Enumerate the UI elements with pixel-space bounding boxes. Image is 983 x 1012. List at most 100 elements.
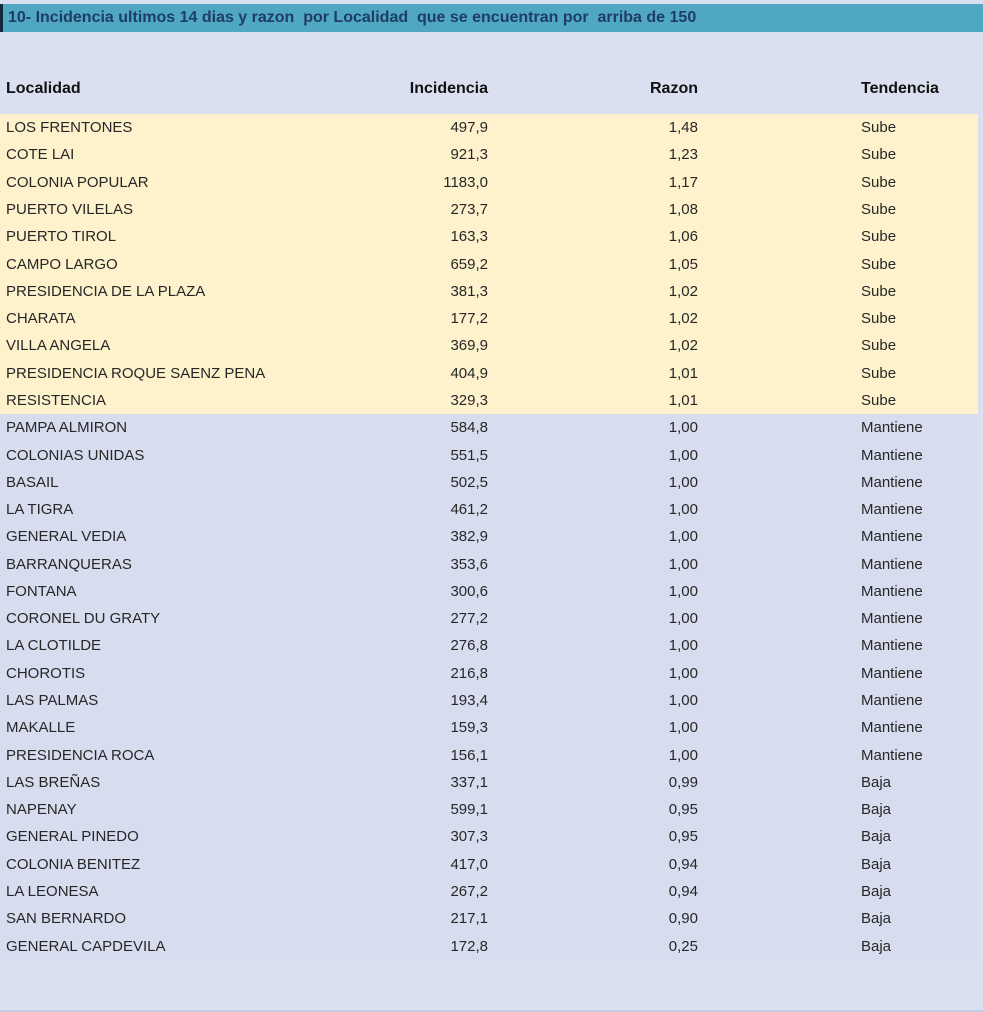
table-row: GENERAL CAPDEVILA 172,8 0,25 Baja — [0, 932, 978, 960]
cell-localidad: LOS FRENTONES — [6, 119, 133, 137]
table-row: RESISTENCIA 329,3 1,01 Sube — [0, 386, 978, 415]
table-title-bar: 10- Incidencia ultimos 14 dias y razon p… — [0, 4, 983, 32]
table-row: CHARATA 177,2 1,02 Sube — [0, 304, 978, 333]
cell-localidad: COTE LAI — [6, 146, 75, 164]
table-row: COLONIAS UNIDAS 551,5 1,00 Mantiene — [0, 441, 978, 469]
table-row: GENERAL VEDIA 382,9 1,00 Mantiene — [0, 523, 978, 551]
table-row: PAMPA ALMIRON 584,8 1,00 Mantiene — [0, 414, 978, 442]
column-header-localidad: Localidad — [6, 80, 81, 97]
cell-razon: 1,17 — [668, 173, 698, 191]
cell-incidencia: 461,2 — [450, 501, 488, 519]
cell-razon: 1,01 — [668, 391, 698, 409]
cell-incidencia: 217,1 — [450, 910, 488, 928]
cell-incidencia: 329,3 — [450, 391, 488, 409]
cell-razon: 1,01 — [668, 364, 698, 382]
cell-tendencia: Sube — [861, 146, 897, 164]
cell-localidad: CHOROTIS — [6, 664, 86, 682]
cell-tendencia: Mantiene — [861, 528, 923, 546]
table-row: NAPENAY 599,1 0,95 Baja — [0, 796, 978, 824]
cell-incidencia: 300,6 — [450, 582, 488, 600]
cell-localidad: MAKALLE — [6, 719, 76, 737]
cell-tendencia: Baja — [861, 801, 892, 819]
cell-localidad: NAPENAY — [6, 801, 77, 819]
cell-incidencia: 163,3 — [450, 228, 488, 246]
table-row: LA CLOTILDE 276,8 1,00 Mantiene — [0, 632, 978, 660]
cell-tendencia: Sube — [861, 282, 897, 300]
cell-razon: 0,95 — [668, 828, 698, 846]
cell-razon: 1,23 — [668, 146, 698, 164]
table-row: PRESIDENCIA ROCA 156,1 1,00 Mantiene — [0, 741, 978, 769]
cell-localidad: LA CLOTILDE — [6, 637, 102, 655]
cell-incidencia: 177,2 — [450, 310, 488, 328]
table-row: PRESIDENCIA ROQUE SAENZ PENA 404,9 1,01 … — [0, 359, 978, 387]
cell-razon: 1,00 — [668, 637, 698, 655]
table-row: COLONIA POPULAR 1183,0 1,17 Sube — [0, 168, 978, 196]
cell-localidad: CAMPO LARGO — [6, 255, 118, 273]
cell-incidencia: 1183,0 — [443, 173, 488, 191]
cell-localidad: LAS PALMAS — [6, 692, 99, 710]
cell-localidad: GENERAL PINEDO — [6, 828, 139, 846]
table-row: BASAIL 502,5 1,00 Mantiene — [0, 468, 978, 496]
cell-razon: 0,99 — [668, 773, 698, 791]
table-row: BARRANQUERAS 353,6 1,00 Mantiene — [0, 550, 978, 578]
table-row: COTE LAI 921,3 1,23 Sube — [0, 141, 978, 169]
cell-incidencia: 381,3 — [450, 282, 488, 300]
table-row: CAMPO LARGO 659,2 1,05 Sube — [0, 250, 978, 278]
cell-incidencia: 369,9 — [450, 337, 488, 355]
cell-tendencia: Baja — [861, 828, 892, 846]
table-row: LAS BREÑAS 337,1 0,99 Baja — [0, 768, 978, 797]
cell-tendencia: Mantiene — [861, 501, 923, 519]
cell-razon: 0,95 — [668, 801, 698, 819]
cell-razon: 1,00 — [668, 555, 698, 573]
table-row: GENERAL PINEDO 307,3 0,95 Baja — [0, 823, 978, 851]
cell-razon: 1,02 — [668, 282, 698, 300]
cell-tendencia: Baja — [861, 937, 892, 955]
cell-localidad: CORONEL DU GRATY — [6, 610, 161, 628]
table-row: PUERTO TIROL 163,3 1,06 Sube — [0, 223, 978, 251]
cell-localidad: PRESIDENCIA ROQUE SAENZ PENA — [6, 364, 266, 382]
cell-localidad: SAN BERNARDO — [6, 910, 127, 928]
cell-incidencia: 497,9 — [450, 119, 488, 137]
cell-razon: 0,90 — [668, 910, 698, 928]
cell-localidad: COLONIAS UNIDAS — [6, 446, 145, 464]
cell-incidencia: 382,9 — [450, 528, 488, 546]
cell-incidencia: 921,3 — [450, 146, 488, 164]
cell-razon: 0,94 — [668, 855, 698, 873]
cell-razon: 1,48 — [668, 119, 698, 137]
cell-incidencia: 502,5 — [450, 473, 488, 491]
cell-incidencia: 277,2 — [450, 610, 488, 628]
cell-localidad: GENERAL CAPDEVILA — [6, 937, 166, 955]
cell-razon: 1,05 — [668, 255, 698, 273]
cell-razon: 1,08 — [668, 200, 698, 218]
table-row: LA TIGRA 461,2 1,00 Mantiene — [0, 495, 978, 524]
column-header-incidencia: Incidencia — [409, 80, 488, 97]
cell-razon: 1,00 — [668, 446, 698, 464]
cell-localidad: VILLA ANGELA — [6, 337, 111, 355]
cell-tendencia: Mantiene — [861, 446, 923, 464]
cell-razon: 1,00 — [668, 419, 698, 437]
cell-tendencia: Mantiene — [861, 719, 923, 737]
cell-tendencia: Sube — [861, 200, 897, 218]
cell-tendencia: Mantiene — [861, 664, 923, 682]
cell-incidencia: 193,4 — [450, 692, 488, 710]
table-row: COLONIA BENITEZ 417,0 0,94 Baja — [0, 850, 978, 878]
cell-tendencia: Baja — [861, 855, 892, 873]
cell-incidencia: 353,6 — [450, 555, 488, 573]
cell-razon: 1,00 — [668, 719, 698, 737]
cell-localidad: COLONIA BENITEZ — [6, 855, 141, 873]
cell-localidad: PRESIDENCIA DE LA PLAZA — [6, 282, 206, 300]
cell-incidencia: 156,1 — [450, 746, 488, 764]
cell-razon: 1,00 — [668, 746, 698, 764]
cell-tendencia: Sube — [861, 255, 897, 273]
cell-tendencia: Mantiene — [861, 555, 923, 573]
cell-incidencia: 551,5 — [450, 446, 488, 464]
cell-tendencia: Sube — [861, 364, 897, 382]
table-row: LOS FRENTONES 497,9 1,48 Sube — [0, 114, 978, 142]
cell-incidencia: 267,2 — [450, 883, 488, 901]
cell-localidad: LA TIGRA — [6, 501, 74, 519]
cell-incidencia: 273,7 — [450, 200, 488, 218]
cell-incidencia: 584,8 — [450, 419, 488, 437]
cell-localidad: COLONIA POPULAR — [6, 173, 149, 191]
table-row: VILLA ANGELA 369,9 1,02 Sube — [0, 332, 978, 360]
